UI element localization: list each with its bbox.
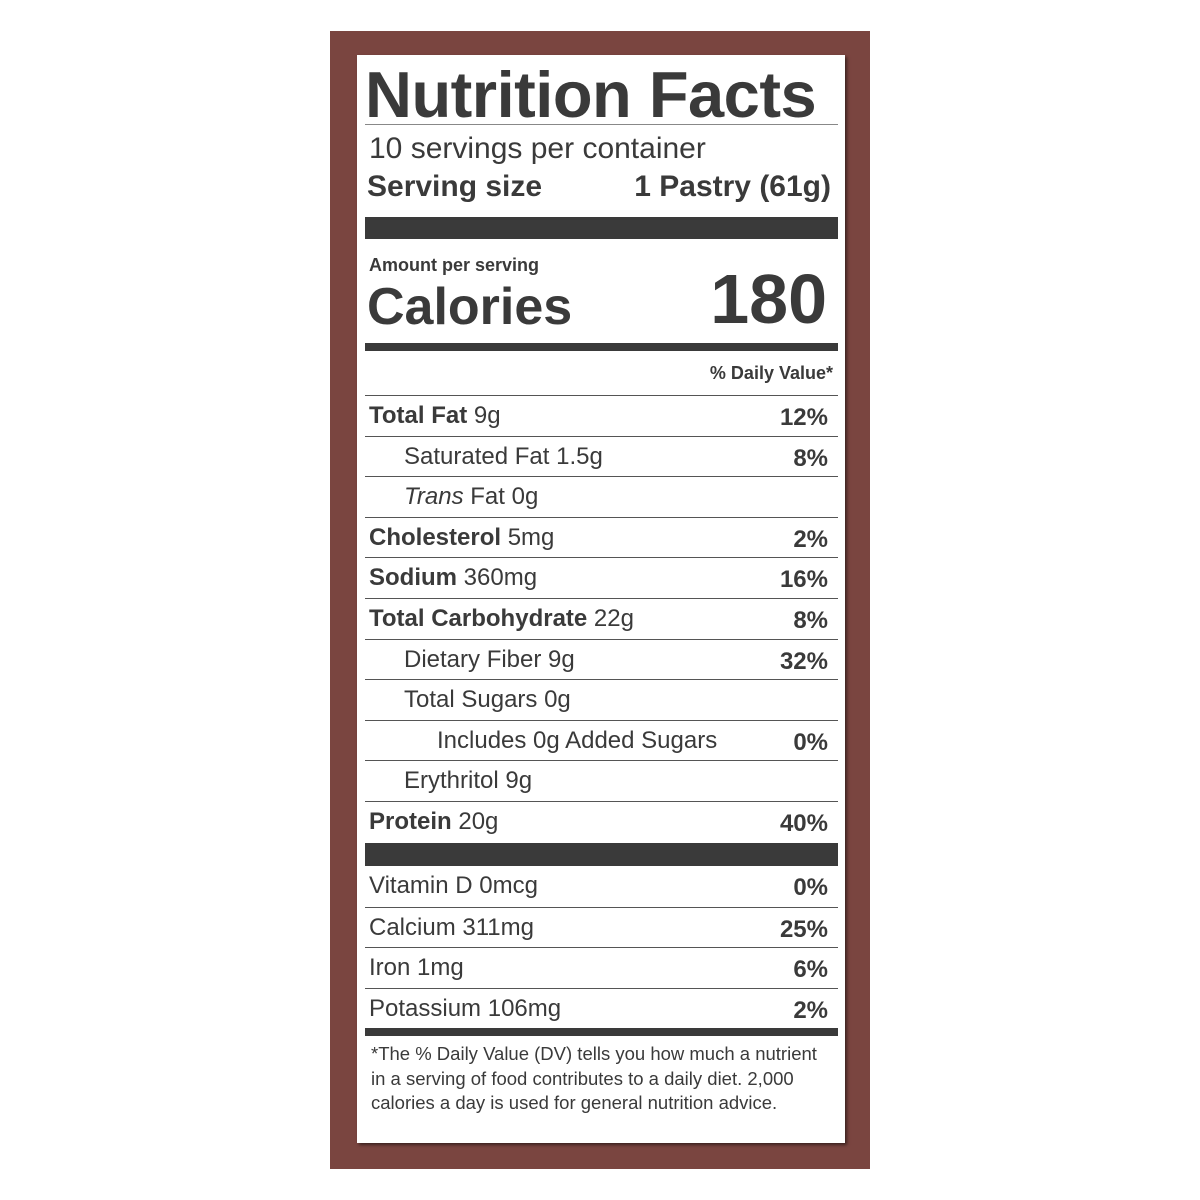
vitamin-amount: 0mcg bbox=[479, 872, 538, 899]
nutrient-name: Erythritol bbox=[404, 767, 499, 795]
nutrient-row: Trans Fat 0g bbox=[365, 476, 838, 517]
nutrient-row: Protein 20g 40% bbox=[365, 801, 838, 842]
nutrient-row: Total Fat 9g 12% bbox=[365, 395, 838, 436]
nutrient-row: Saturated Fat 1.5g 8% bbox=[365, 435, 838, 477]
nutrient-name: Total Fat bbox=[369, 402, 468, 429]
vitamin-row: Potassium 106mg 2% bbox=[365, 987, 838, 1029]
nutrient-name-group: Includes 0g Added Sugars bbox=[437, 727, 717, 755]
nutrient-name-group: Total Fat 9g bbox=[369, 402, 501, 430]
nutrient-name-group: Total Carbohydrate 22g bbox=[369, 605, 634, 633]
nutrient-row: Sodium 360mg 16% bbox=[365, 557, 838, 598]
nutrient-name-group: Dietary Fiber 9g bbox=[404, 646, 575, 674]
vitamin-amount: 106mg bbox=[487, 994, 562, 1022]
nutrient-name: Includes 0g Added Sugars bbox=[437, 726, 718, 754]
vitamin-name: Iron bbox=[369, 954, 411, 982]
nutrient-name: Cholesterol bbox=[369, 523, 502, 551]
vitamin-daily-value: 25% bbox=[779, 915, 828, 943]
nutrient-name-group: Erythritol 9g bbox=[404, 767, 532, 795]
nutrient-row: Total Carbohydrate 22g 8% bbox=[365, 598, 838, 639]
vitamin-name: Potassium bbox=[369, 994, 482, 1022]
vitamin-daily-value: 6% bbox=[793, 956, 828, 984]
nutrient-amount: 0g bbox=[511, 483, 539, 511]
vitamin-row: Iron 1mg 6% bbox=[365, 947, 838, 988]
nutrient-name-group: Total Sugars 0g bbox=[404, 686, 571, 714]
nutrient-daily-value: 8% bbox=[793, 444, 828, 472]
nutrient-name-group: Trans Fat 0g bbox=[404, 483, 538, 511]
nutrient-name-group: Sodium 360mg bbox=[369, 564, 537, 592]
vitamin-amount: 1mg bbox=[417, 954, 464, 982]
nutrient-row: Cholesterol 5mg 2% bbox=[365, 516, 838, 558]
nutrient-name-group: Protein 20g bbox=[369, 808, 498, 836]
thick-divider bbox=[365, 843, 838, 866]
vitamin-name: Calcium bbox=[369, 913, 456, 941]
serving-size-value: 1 Pastry (61g) bbox=[634, 170, 831, 203]
nutrient-daily-value: 16% bbox=[779, 566, 828, 594]
nutrient-name: Saturated Fat bbox=[404, 442, 550, 470]
daily-value-header: % Daily Value* bbox=[709, 363, 833, 383]
serving-size-label: Serving size bbox=[367, 170, 543, 203]
vitamin-name: Vitamin D bbox=[369, 872, 473, 899]
nutrient-amount: 9g bbox=[505, 767, 533, 795]
nutrient-amount: 360mg bbox=[463, 564, 538, 592]
nutrient-amount: 5mg bbox=[507, 523, 555, 551]
nutrient-amount: 1.5g bbox=[556, 442, 603, 470]
nutrient-daily-value: 2% bbox=[793, 525, 828, 553]
nutrient-daily-value: 8% bbox=[793, 607, 828, 634]
vitamin-name-group: Calcium 311mg bbox=[369, 914, 534, 942]
nutrient-row: Includes 0g Added Sugars 0% bbox=[365, 719, 838, 761]
vitamin-daily-value: 0% bbox=[793, 874, 828, 901]
label-title: Nutrition Facts bbox=[365, 58, 817, 131]
calories-value: 180 bbox=[710, 260, 827, 338]
nutrient-daily-value: 40% bbox=[779, 810, 828, 837]
nutrient-daily-value: 12% bbox=[779, 404, 828, 431]
nutrient-amount: 9g bbox=[548, 645, 575, 673]
nutrient-name-group: Saturated Fat 1.5g bbox=[404, 443, 603, 471]
vitamin-row: Vitamin D 0mcg 0% bbox=[365, 866, 838, 907]
vitamin-daily-value: 2% bbox=[793, 996, 828, 1024]
nutrient-amount: 9g bbox=[473, 402, 501, 429]
nutrient-name: Fat bbox=[470, 483, 505, 511]
nutrient-amount: 0g bbox=[544, 686, 571, 714]
nutrient-name: Sodium bbox=[369, 564, 457, 592]
nutrient-name-italic: Trans bbox=[404, 483, 464, 511]
amount-per-serving: Amount per serving bbox=[369, 255, 540, 275]
medium-divider bbox=[365, 343, 838, 351]
vitamin-amount: 311mg bbox=[462, 913, 534, 941]
vitamin-row: Calcium 311mg 25% bbox=[365, 906, 838, 948]
nutrient-row: Total Sugars 0g bbox=[365, 679, 838, 720]
footnote: *The % Daily Value (DV) tells you how mu… bbox=[371, 1043, 817, 1113]
vitamin-name-group: Iron 1mg bbox=[369, 954, 464, 982]
nutrient-name: Total Sugars bbox=[404, 686, 538, 714]
nutrient-daily-value: 0% bbox=[793, 728, 828, 756]
nutrient-name: Dietary Fiber bbox=[404, 645, 542, 673]
divider bbox=[365, 124, 838, 125]
nutrient-daily-value: 32% bbox=[779, 647, 828, 675]
nutrient-amount: 22g bbox=[593, 605, 634, 632]
calories-label: Calories bbox=[367, 278, 573, 336]
vitamin-name-group: Vitamin D 0mcg bbox=[369, 872, 538, 900]
nutrient-name-group: Cholesterol 5mg bbox=[369, 524, 554, 552]
servings-per-container: 10 servings per container bbox=[369, 132, 706, 165]
nutrient-name: Total Carbohydrate bbox=[369, 605, 588, 632]
thick-divider bbox=[365, 217, 838, 239]
nutrient-row: Dietary Fiber 9g 32% bbox=[365, 638, 838, 680]
nutrient-row: Erythritol 9g bbox=[365, 760, 838, 801]
vitamin-name-group: Potassium 106mg bbox=[369, 995, 561, 1023]
nutrient-amount: 20g bbox=[458, 808, 499, 835]
nutrition-facts-label: Nutrition Facts 10 servings per containe… bbox=[357, 55, 845, 1143]
medium-divider bbox=[365, 1028, 838, 1036]
nutrient-name: Protein bbox=[369, 808, 452, 835]
